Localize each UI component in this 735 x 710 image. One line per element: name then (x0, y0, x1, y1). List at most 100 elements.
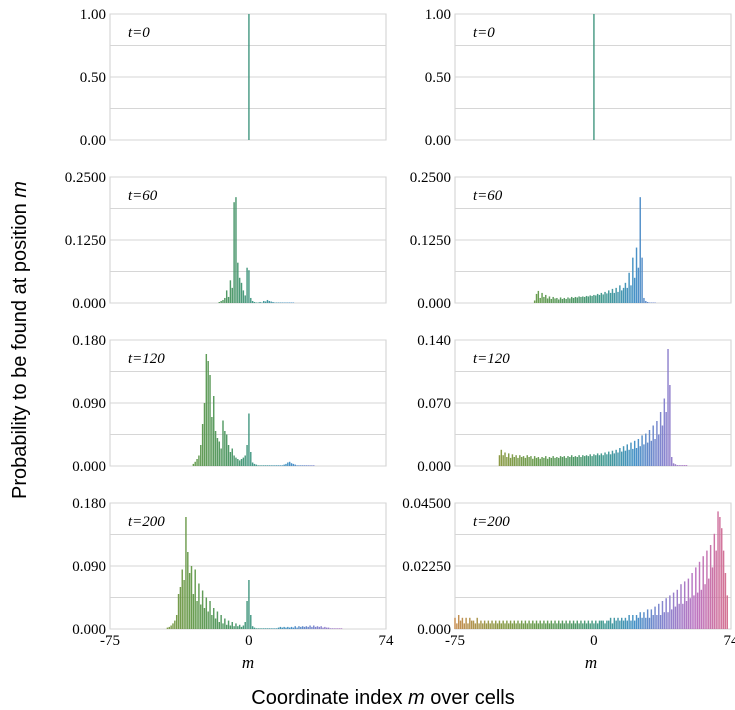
bar (545, 456, 547, 466)
bar (303, 465, 306, 466)
bar (580, 620, 582, 629)
bar (496, 623, 499, 629)
panels-group: 0.00 0.50 1.00 t=0 0.00 0.50 1.00 t=0 0.000 0.125… (65, 7, 735, 649)
bar (222, 420, 224, 466)
bar (294, 464, 296, 466)
y-tick-label: 0.1250 (410, 233, 451, 249)
x-tick-label: 0 (590, 633, 598, 649)
bar (233, 455, 235, 466)
bar (250, 297, 252, 303)
bar (320, 626, 322, 629)
bar (656, 421, 658, 466)
bar (174, 620, 176, 629)
bar (268, 628, 271, 629)
bar (233, 202, 235, 303)
bar (218, 441, 221, 466)
bar (596, 453, 599, 466)
panel-right-1: 0.00 0.50 1.00 t=0 (425, 7, 732, 149)
bar (704, 584, 706, 629)
bar (292, 463, 295, 466)
bar (632, 615, 634, 629)
bar (205, 354, 208, 466)
bar (602, 620, 604, 629)
bar (541, 292, 543, 303)
bar (711, 567, 714, 629)
bar (287, 302, 289, 303)
bar (706, 550, 708, 629)
bar (600, 453, 603, 466)
bar (624, 617, 627, 629)
bar (229, 280, 232, 303)
time-annotation: t=200 (473, 514, 510, 530)
annotation-box (459, 507, 519, 533)
bar (283, 626, 285, 629)
bar (543, 296, 545, 303)
bar (285, 302, 287, 303)
bar (513, 620, 515, 629)
bar (511, 454, 514, 466)
bar (559, 456, 562, 466)
bar (459, 620, 462, 629)
bar (318, 626, 321, 629)
bar (539, 458, 541, 466)
bar (593, 294, 595, 303)
bar (303, 626, 306, 629)
bar (583, 620, 586, 629)
time-annotation: t=0 (473, 25, 495, 41)
bar (535, 293, 538, 303)
bar (201, 424, 204, 466)
bar (288, 627, 291, 629)
time-annotation: t=200 (128, 514, 165, 530)
y-tick-label: 1.00 (80, 7, 106, 23)
bar (589, 454, 591, 466)
bar (205, 597, 208, 629)
bar (648, 617, 651, 629)
bar (300, 465, 302, 466)
bar (576, 620, 578, 629)
bar (624, 450, 627, 466)
bar (272, 301, 274, 303)
bar (461, 617, 464, 629)
bar (630, 620, 632, 629)
bar (322, 627, 324, 629)
x-axis-title-suffix: over cells (425, 687, 515, 709)
bar (715, 550, 717, 629)
bar (567, 297, 569, 303)
bar (333, 628, 335, 629)
bar (587, 456, 590, 466)
bar (548, 296, 551, 303)
y-tick-label: 0.04500 (402, 496, 451, 512)
bar (583, 456, 586, 466)
bar (595, 295, 597, 303)
panel-right-3: 0.000 0.070 0.140 t=120 (417, 333, 732, 475)
bar (283, 302, 285, 303)
bar (552, 456, 554, 466)
bar (578, 296, 580, 303)
bar (632, 448, 634, 466)
bar (630, 285, 632, 303)
bar (646, 609, 649, 629)
bar (552, 623, 554, 629)
bar (177, 594, 180, 629)
bar (587, 620, 590, 629)
bar (596, 293, 599, 303)
bar (563, 623, 566, 629)
bar (646, 301, 649, 303)
bar (179, 587, 182, 629)
bar (561, 620, 564, 629)
bar (465, 617, 467, 629)
bar (250, 615, 252, 629)
bar (242, 290, 245, 303)
x-tick-label: -75 (445, 633, 465, 649)
bar (656, 615, 658, 629)
bar (611, 288, 614, 303)
panel-left-1: 0.00 0.50 1.00 t=0 (80, 7, 387, 149)
bar (338, 628, 341, 629)
bar (340, 628, 343, 629)
bar (509, 620, 512, 629)
bar (175, 615, 178, 629)
bar (220, 448, 222, 466)
bar (522, 456, 525, 466)
bar (307, 465, 309, 466)
bar (550, 620, 553, 629)
